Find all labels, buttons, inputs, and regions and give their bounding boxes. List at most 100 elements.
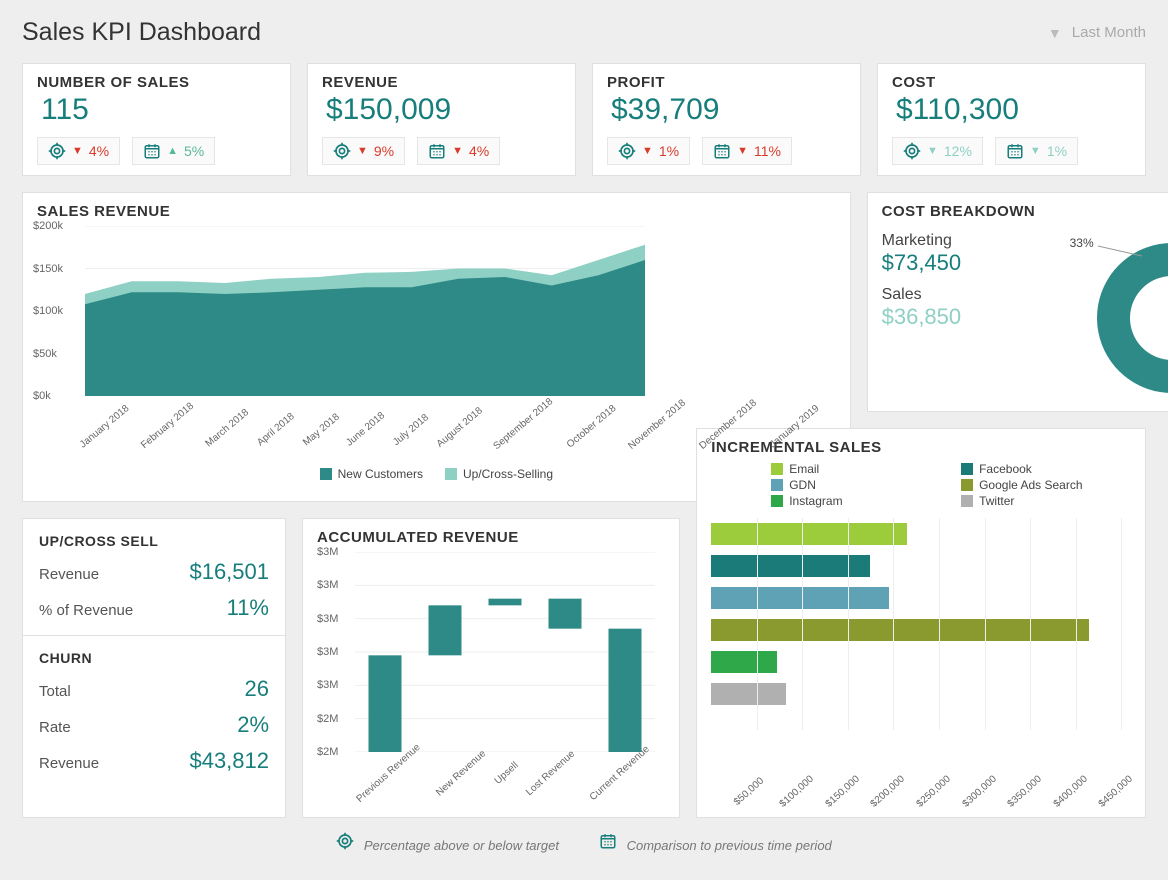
page-title: Sales KPI Dashboard	[22, 18, 261, 47]
area-x-label: April 2018	[256, 411, 298, 448]
target-icon	[903, 142, 921, 160]
kpi-title: COST	[892, 74, 1131, 91]
kpi-period-delta: ▼ 4%	[417, 137, 500, 165]
cost-value: $36,850	[882, 304, 1032, 330]
legend-item: GDN	[771, 478, 941, 492]
stat-value: $43,812	[189, 748, 269, 774]
hbar-row	[711, 614, 1131, 646]
legend-item: Google Ads Search	[961, 478, 1131, 492]
kpi-period-pct: 1%	[1047, 143, 1067, 159]
kpi-period-pct: 5%	[184, 143, 204, 159]
stat-value: 11%	[227, 595, 269, 621]
stat-label: Total	[39, 683, 71, 700]
hbar-x-label: $250,000	[915, 774, 953, 810]
hbar-row	[711, 678, 1131, 710]
area-x-label: July 2018	[391, 412, 431, 448]
hbar-x-label: $200,000	[869, 774, 907, 810]
calendar-icon	[599, 832, 617, 850]
hbar-x-label: $400,000	[1051, 774, 1089, 810]
churn-row: Total 26	[39, 676, 269, 702]
kpi-target-pct: 4%	[89, 143, 109, 159]
accumulated-revenue-card: ACCUMULATED REVENUE $2M$2M$3M$3M$3M$3M$3…	[302, 518, 680, 818]
cost-value: $73,450	[882, 250, 1032, 276]
kpi-target-delta: ▼ 1%	[607, 137, 690, 165]
stat-label: Rate	[39, 719, 71, 736]
churn-row: Rate 2%	[39, 712, 269, 738]
kpi-period-delta: ▼ 11%	[702, 137, 792, 165]
kpi-value: $39,709	[611, 93, 846, 127]
calendar-icon	[143, 142, 161, 160]
kpi-value: $150,009	[326, 93, 561, 127]
stat-label: % of Revenue	[39, 602, 133, 619]
kpi-target-delta: ▼ 12%	[892, 137, 983, 165]
upcross-churn-card: UP/CROSS SELL Revenue $16,501 % of Reven…	[22, 518, 286, 818]
hbar-row	[711, 646, 1131, 678]
cost-breakdown-title: COST BREAKDOWN	[882, 203, 1168, 220]
upcross-title: UP/CROSS SELL	[39, 533, 269, 549]
target-icon	[333, 142, 351, 160]
stat-value: 2%	[237, 712, 269, 738]
legend-item: Email	[771, 462, 941, 476]
kpi-target-delta: ▼ 9%	[322, 137, 405, 165]
kpi-period-pct: 11%	[754, 143, 781, 159]
cost-breakdown-card: COST BREAKDOWN Marketing $73,450 Sales $3…	[867, 192, 1168, 412]
hbar	[711, 683, 786, 705]
hbar-row	[711, 518, 1131, 550]
hbar-x-label: $100,000	[778, 774, 816, 810]
churn-row: Revenue $43,812	[39, 748, 269, 774]
calendar-icon	[713, 142, 731, 160]
hbar-row	[711, 582, 1131, 614]
legend-item: Twitter	[961, 494, 1131, 508]
footer-period-legend: Comparison to previous time period	[599, 832, 832, 853]
stat-label: Revenue	[39, 566, 99, 583]
hbar	[711, 555, 870, 577]
hbar	[711, 523, 907, 545]
kpi-target-delta: ▼ 4%	[37, 137, 120, 165]
hbar	[711, 651, 776, 673]
kpi-title: NUMBER OF SALES	[37, 74, 276, 91]
legend-item: Facebook	[961, 462, 1131, 476]
target-icon	[336, 832, 354, 850]
incremental-sales-card: INCREMENTAL SALES EmailFacebookGDNGoogle…	[696, 428, 1146, 818]
calendar-icon	[428, 142, 446, 160]
accumulated-revenue-title: ACCUMULATED REVENUE	[317, 529, 665, 546]
footer-target-legend: Percentage above or below target	[336, 832, 559, 853]
legend-item: New Customers	[320, 467, 423, 481]
hbar-x-label: $150,000	[823, 774, 861, 810]
kpi-card-1: REVENUE $150,009 ▼ 9% ▼ 4%	[307, 63, 576, 176]
kpi-title: PROFIT	[607, 74, 846, 91]
stat-label: Revenue	[39, 755, 99, 772]
kpi-target-pct: 12%	[944, 143, 972, 159]
legend-item: Up/Cross-Selling	[445, 467, 553, 481]
dropdown-icon: ▼	[1048, 25, 1062, 41]
upcross-row: % of Revenue 11%	[39, 595, 269, 621]
legend-item: Instagram	[771, 494, 941, 508]
target-icon	[48, 142, 66, 160]
kpi-value: $110,300	[896, 93, 1131, 127]
period-label: Last Month	[1072, 24, 1146, 41]
target-icon	[618, 142, 636, 160]
kpi-target-pct: 1%	[659, 143, 679, 159]
hbar	[711, 619, 1089, 641]
churn-title: CHURN	[39, 650, 269, 666]
area-x-label: May 2018	[301, 412, 342, 449]
calendar-icon	[1006, 142, 1024, 160]
hbar-x-label: $450,000	[1097, 774, 1135, 810]
stat-value: 26	[245, 676, 269, 702]
hbar	[711, 587, 888, 609]
kpi-card-0: NUMBER OF SALES 115 ▼ 4% ▲ 5%	[22, 63, 291, 176]
cost-label: Marketing	[882, 232, 1032, 250]
kpi-card-3: COST $110,300 ▼ 12% ▼ 1%	[877, 63, 1146, 176]
kpi-card-2: PROFIT $39,709 ▼ 1% ▼ 11%	[592, 63, 861, 176]
sales-revenue-title: SALES REVENUE	[37, 203, 836, 220]
kpi-target-pct: 9%	[374, 143, 394, 159]
hbar-x-label: $350,000	[1006, 774, 1044, 810]
period-selector[interactable]: ▼ Last Month	[1048, 24, 1146, 41]
kpi-value: 115	[41, 93, 276, 127]
hbar-x-label: $300,000	[960, 774, 998, 810]
kpi-period-delta: ▲ 5%	[132, 137, 215, 165]
upcross-row: Revenue $16,501	[39, 559, 269, 585]
cost-label: Sales	[882, 286, 1032, 304]
waterfall-x-label: Upsell	[492, 760, 520, 787]
hbar-x-label: $50,000	[732, 775, 766, 807]
